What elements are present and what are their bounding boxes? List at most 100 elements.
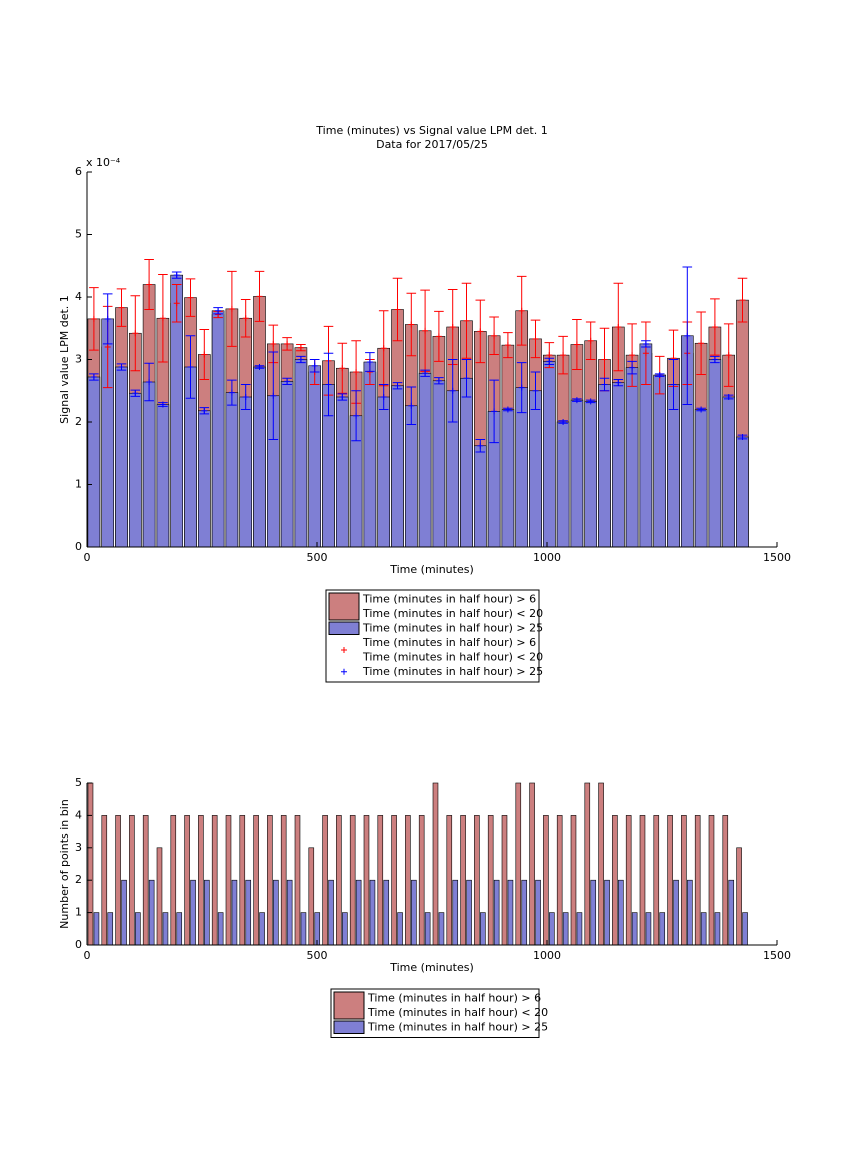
y-tick-label: 5 [75, 228, 82, 241]
legend-label: Time (minutes in half hour) > 6 Time (min… [362, 636, 543, 664]
bar [391, 815, 397, 946]
marker [504, 406, 511, 413]
marker [90, 374, 97, 380]
marker [656, 372, 663, 379]
bar [590, 879, 597, 946]
bar [507, 879, 514, 946]
bar [604, 879, 610, 946]
y-tick-label: 2 [75, 873, 82, 886]
bar [101, 815, 108, 946]
bar [363, 361, 377, 548]
bar [121, 879, 127, 946]
bar [391, 385, 404, 548]
bar [625, 815, 632, 946]
marker [284, 378, 291, 385]
marker [408, 321, 415, 328]
marker [339, 394, 346, 400]
marker [587, 337, 594, 344]
marker [560, 419, 567, 425]
x-tick-label: 0 [84, 949, 91, 962]
marker [380, 394, 387, 400]
bar [142, 381, 156, 548]
marker [739, 434, 746, 440]
x-axis-label: Time (minutes) [389, 563, 474, 576]
marker [270, 340, 277, 347]
bar [598, 782, 604, 946]
bar [231, 879, 238, 946]
marker [518, 384, 525, 391]
legend-marker [341, 647, 347, 653]
marker [532, 387, 539, 394]
marker [491, 408, 498, 415]
bar [87, 376, 101, 548]
legend-swatch [333, 991, 365, 1020]
legend-box [325, 589, 540, 683]
x-axis-label: Time (minutes) [389, 961, 474, 974]
bar [411, 879, 417, 946]
bar [342, 912, 348, 946]
bar [170, 815, 177, 946]
bar [93, 912, 100, 946]
bar [405, 815, 411, 946]
bar [474, 815, 480, 946]
marker [173, 272, 180, 279]
marker [366, 359, 373, 365]
y-tick-label: 3 [75, 841, 82, 854]
bar [294, 815, 301, 946]
bar [438, 912, 445, 946]
bar [404, 405, 418, 548]
bar [466, 879, 472, 946]
bar [135, 912, 141, 946]
bar [576, 912, 583, 946]
bar [253, 366, 266, 548]
bar [612, 815, 618, 946]
bar [570, 399, 584, 548]
bar [363, 815, 370, 946]
bar [529, 782, 535, 946]
bar [584, 782, 591, 946]
marker [256, 364, 263, 370]
bar [225, 815, 232, 946]
bar [708, 359, 722, 548]
y-tick-label: 4 [75, 808, 82, 821]
bar [280, 381, 294, 548]
bar [239, 396, 253, 548]
x-tick-label: 500 [307, 551, 328, 564]
x-tick-label: 1500 [763, 551, 791, 564]
marker [187, 294, 194, 301]
chart-subtitle: Data for 2017/05/25 [376, 138, 488, 151]
y-tick-label: 5 [75, 776, 82, 789]
marker [587, 398, 594, 405]
marker [118, 304, 125, 311]
bar [355, 879, 362, 946]
marker [353, 412, 360, 419]
marker [228, 389, 235, 396]
marker [311, 362, 318, 369]
y-tick-label: 1 [75, 906, 82, 919]
marker [435, 377, 442, 384]
marker [435, 333, 442, 340]
bar [742, 912, 748, 946]
y-tick-label: 0 [75, 938, 82, 951]
legend-label: Time (minutes in half hour) > 6 Time (min… [362, 592, 543, 620]
marker [449, 324, 456, 330]
marker [422, 370, 429, 377]
marker [90, 315, 97, 322]
bar [452, 879, 459, 946]
legend-marker [341, 668, 347, 675]
marker [422, 327, 429, 334]
legend-label: Time (minutes in half hour) > 25 [367, 1020, 548, 1033]
x-tick-label: 1500 [763, 949, 791, 962]
legend-swatch [328, 592, 360, 621]
bar [542, 361, 556, 548]
bar [217, 912, 224, 946]
bar [335, 396, 349, 548]
bar [556, 421, 570, 548]
bar [377, 815, 384, 946]
bar [570, 815, 577, 946]
x-tick-label: 1000 [533, 949, 561, 962]
marker [325, 381, 332, 388]
marker [601, 381, 608, 388]
marker [297, 356, 304, 363]
